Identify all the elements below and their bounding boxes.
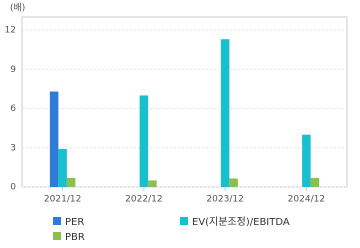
y-tick-label: 3 [10,143,16,153]
legend-label: PER [65,217,84,228]
y-tick-label: 9 [10,65,16,75]
x-tick-label: 2022/12 [125,195,162,205]
legend-label: PBR [65,232,85,243]
bar [49,91,59,187]
x-tick-label: 2024/12 [288,195,325,205]
legend-swatch [53,217,61,225]
x-tick-label: 2023/12 [206,195,243,205]
bar [148,180,157,187]
bar [139,95,149,187]
y-unit: (배) [10,3,25,14]
bar [302,134,311,187]
bar [310,177,320,187]
legend: PER EV(지분조정)/EBITDA PBR [53,216,290,243]
bar [229,178,238,187]
y-tick-label: 12 [5,26,16,36]
bar [58,149,67,187]
bar [66,177,76,187]
bar [220,39,230,187]
x-tick-label: 2021/12 [44,195,81,205]
legend-swatch [180,217,188,225]
y-tick-label: 6 [10,104,16,114]
legend-label: EV(지분조정)/EBITDA [192,216,290,228]
legend-swatch [53,232,61,240]
plot-frame [21,16,348,188]
y-tick-label: 0 [10,183,16,193]
